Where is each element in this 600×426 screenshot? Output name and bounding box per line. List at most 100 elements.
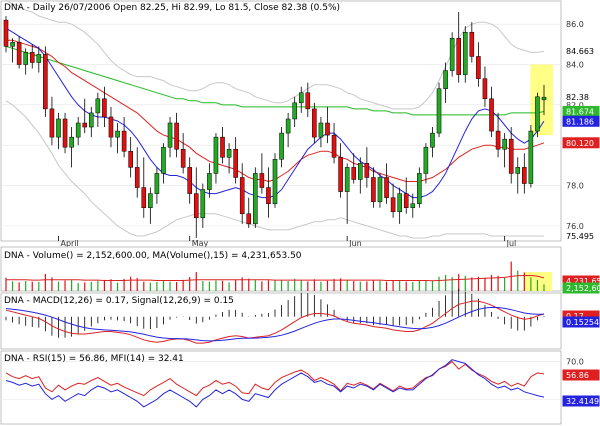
candle [351,153,357,184]
month-label: Jun [348,239,362,248]
candle-body [16,42,22,65]
candle-body [462,31,468,75]
candle-body [377,177,383,202]
candle-body [541,96,547,101]
candle [364,147,370,188]
price-tag-3: 81.186 [562,115,600,127]
candle-body [154,173,160,194]
candle [23,48,28,75]
volume-tag-text: 4,231,65 [566,277,600,286]
candle-body [285,118,291,134]
price-y-tick: 86.0 [566,20,584,29]
rsi-tag-text: 32.4149 [566,397,599,406]
month-label: May [192,239,209,248]
candle [95,92,101,128]
candle [331,123,337,164]
candle [443,62,448,103]
candle-body [344,167,350,192]
candle [16,36,22,69]
price-title: DNA - Daily 26/07/2006 Open 82.25, Hi 82… [4,3,340,13]
candle [384,163,389,204]
macd-right-tags: 0.170.152547 [562,310,600,328]
price-tag-1: 82.38 [563,92,599,103]
price-tag-5: 75.495 [563,231,599,242]
rsi-y-tick: 70.0 [566,358,584,367]
candle [193,167,199,238]
candle [43,46,48,117]
macd-lines [5,300,545,344]
candle-body [469,31,475,57]
candle-body [423,146,429,174]
candle-body [95,98,101,114]
candle [410,193,416,218]
mfi-line [5,359,545,408]
candle-body [167,122,173,148]
price-tag-text: 82.38 [566,93,589,102]
candle-body [449,38,455,71]
candle [213,133,219,184]
price-gridlines [1,23,561,227]
candle-body [10,42,15,47]
price-tag-text: 81.186 [566,117,594,126]
volume-tag-bg [562,282,600,294]
volume-tag-text: 2,152,60 [566,284,600,293]
candle-body [272,159,278,204]
candle-body [390,197,396,213]
candle-body [220,136,225,158]
candle [489,86,494,138]
candle [220,127,225,164]
candle-body [443,70,448,89]
candle-body [89,112,94,128]
candle [82,98,88,134]
price-y-tick: 82.0 [566,101,584,110]
candle-body [56,118,61,138]
candle [102,86,107,128]
macd-tag-1: 0.152547 [562,316,600,328]
price-tag-text: 84.663 [566,47,594,56]
candle-body [364,163,370,178]
price-tag-bg [562,137,600,149]
candle-body [82,122,88,128]
price-tag-0: 84.663 [563,46,599,57]
volume-tag-1: 2,152,60 [562,282,600,294]
candle [279,127,284,168]
candle-body [312,108,317,138]
candle-body [207,173,212,190]
candle-body [508,138,514,174]
macd-tag-bg [562,316,600,328]
ma-green-line [5,45,545,116]
candle [377,173,383,208]
candle [36,46,42,73]
rsi-tag-text: 56.86 [566,371,589,380]
candle-body [134,167,140,188]
candle-body [403,193,409,208]
rsi-tag-bg [562,395,600,407]
candle [174,112,179,158]
candle [10,38,15,63]
candle [469,22,475,63]
candle [246,197,252,228]
candle-body [180,148,186,168]
candle-body [305,92,311,110]
candle-body [246,213,252,225]
candle [292,96,297,128]
candle-body [23,52,28,65]
price-tag-bg [563,231,599,242]
candle-body [36,54,42,63]
candle-body [358,163,363,180]
candle-body [141,187,147,208]
candle-body [69,136,74,148]
candle [417,167,422,208]
candle [233,137,238,184]
candle [476,42,481,87]
month-labels: April May Jun Jul [58,236,516,248]
rsi-tag-bg [562,369,600,381]
candle [371,167,376,208]
candle-body [161,146,166,174]
signal-line [5,306,544,342]
candle-body [522,167,527,184]
candle [528,125,534,188]
candle-body [193,193,199,219]
rsi-gridlines [1,361,561,400]
